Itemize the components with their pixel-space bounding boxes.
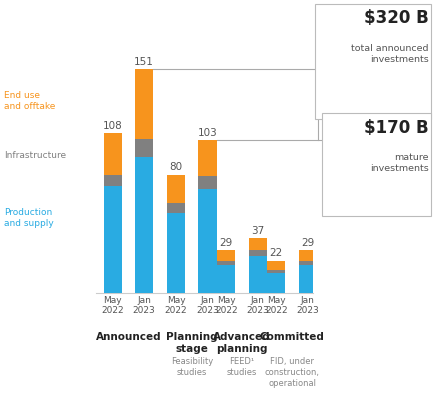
Bar (103, 175, 122, 186)
Bar (103, 186, 122, 293)
Bar (248, 256, 266, 293)
Text: End use
and offtake: End use and offtake (4, 91, 56, 111)
Bar (217, 250, 235, 261)
Text: FEED¹
studies: FEED¹ studies (226, 357, 256, 377)
Bar (298, 250, 316, 261)
Bar (103, 133, 122, 175)
Text: 37: 37 (250, 226, 263, 236)
Text: FID, under
construction,
operational: FID, under construction, operational (264, 357, 319, 388)
Bar (167, 213, 185, 293)
Text: Production
and supply: Production and supply (4, 208, 54, 228)
Text: Committed: Committed (259, 332, 324, 342)
Bar (266, 261, 285, 269)
Text: $170 B: $170 B (363, 119, 427, 137)
Text: Announced: Announced (95, 332, 161, 342)
Text: mature
investments: mature investments (369, 153, 427, 173)
Text: 103: 103 (197, 128, 217, 138)
Bar (217, 261, 235, 265)
Text: 151: 151 (134, 57, 154, 67)
Bar (266, 272, 285, 293)
Bar (198, 176, 216, 189)
Bar (217, 265, 235, 293)
Bar (248, 238, 266, 250)
Bar (167, 175, 185, 203)
Bar (198, 189, 216, 293)
Text: 29: 29 (219, 238, 232, 248)
Bar (266, 269, 285, 272)
Text: Advanced
planning: Advanced planning (213, 332, 270, 354)
Bar (167, 203, 185, 213)
Bar (298, 261, 316, 265)
Bar (248, 250, 266, 256)
Bar (135, 69, 153, 139)
Bar (135, 157, 153, 293)
Bar (198, 140, 216, 176)
Text: Infrastructure: Infrastructure (4, 150, 66, 160)
Text: 22: 22 (269, 248, 283, 259)
Text: total announced
investments: total announced investments (350, 44, 427, 65)
Text: $320 B: $320 B (363, 9, 427, 27)
Text: 80: 80 (169, 162, 182, 172)
Text: Planning
stage: Planning stage (165, 332, 217, 354)
Text: 108: 108 (102, 121, 122, 131)
Bar (135, 139, 153, 157)
Text: 29: 29 (300, 238, 314, 248)
Text: Feasibility
studies: Feasibility studies (170, 357, 212, 377)
Bar (298, 265, 316, 293)
